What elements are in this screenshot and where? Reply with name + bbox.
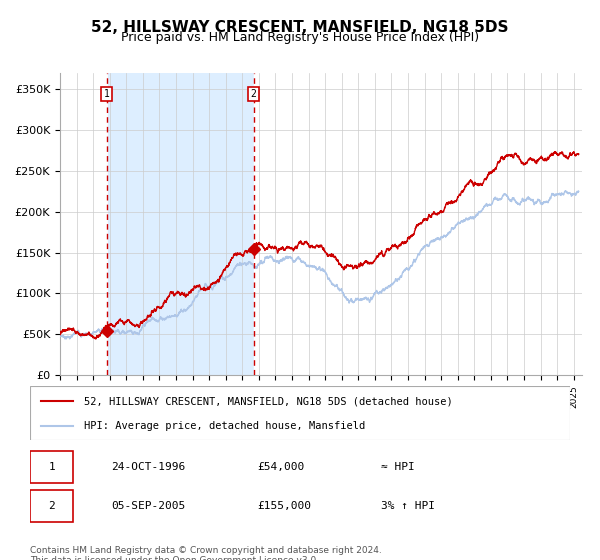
Text: ≈ HPI: ≈ HPI [381, 462, 415, 472]
Text: 2: 2 [251, 89, 256, 99]
Text: 52, HILLSWAY CRESCENT, MANSFIELD, NG18 5DS: 52, HILLSWAY CRESCENT, MANSFIELD, NG18 5… [91, 20, 509, 35]
Text: 24-OCT-1996: 24-OCT-1996 [111, 462, 185, 472]
Text: 2: 2 [48, 501, 55, 511]
Text: 05-SEP-2005: 05-SEP-2005 [111, 501, 185, 511]
Text: Price paid vs. HM Land Registry's House Price Index (HPI): Price paid vs. HM Land Registry's House … [121, 31, 479, 44]
Text: 1: 1 [104, 89, 110, 99]
Text: 52, HILLSWAY CRESCENT, MANSFIELD, NG18 5DS (detached house): 52, HILLSWAY CRESCENT, MANSFIELD, NG18 5… [84, 396, 453, 407]
Bar [107, 73, 254, 375]
Text: 1: 1 [48, 462, 55, 472]
FancyBboxPatch shape [30, 386, 570, 440]
Text: £155,000: £155,000 [257, 501, 311, 511]
Text: Contains HM Land Registry data © Crown copyright and database right 2024.
This d: Contains HM Land Registry data © Crown c… [30, 546, 382, 560]
FancyBboxPatch shape [30, 451, 73, 483]
Bar [60, 73, 107, 375]
Text: HPI: Average price, detached house, Mansfield: HPI: Average price, detached house, Mans… [84, 421, 365, 431]
Bar [254, 73, 582, 375]
FancyBboxPatch shape [30, 491, 73, 522]
Text: 3% ↑ HPI: 3% ↑ HPI [381, 501, 435, 511]
Text: £54,000: £54,000 [257, 462, 304, 472]
